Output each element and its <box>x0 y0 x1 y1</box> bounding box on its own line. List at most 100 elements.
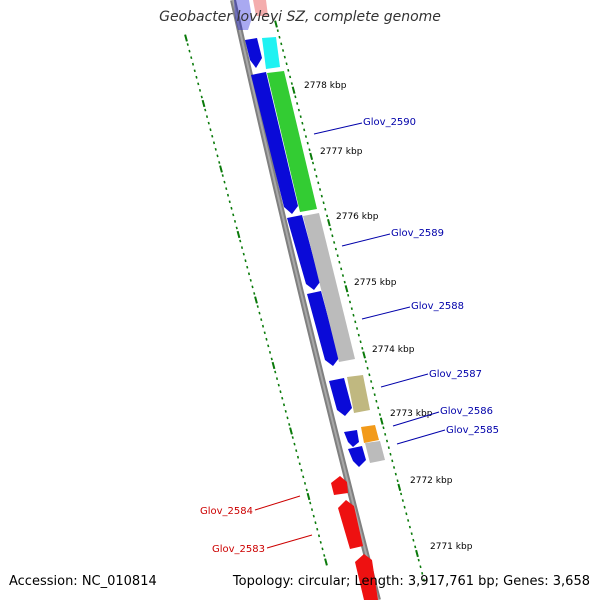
gene-arrow-top-blue[interactable] <box>234 0 252 30</box>
inner-scale-tick <box>207 121 210 125</box>
gene-arrow-5[interactable] <box>329 378 352 416</box>
outer-scale-tick <box>401 499 404 502</box>
outer-scale-tick <box>324 207 327 211</box>
inner-scale-tick <box>270 357 273 361</box>
gene-arrow-6[interactable] <box>344 430 359 447</box>
outer-scale-tick <box>362 351 366 359</box>
inner-scale-tick <box>295 449 298 453</box>
outer-scale-tick <box>370 380 373 383</box>
outer-scale-tick <box>290 82 293 85</box>
leader-line-glov-2589 <box>341 233 391 247</box>
outer-scale-tick <box>340 267 343 271</box>
inner-scale-tick <box>201 99 206 108</box>
leader-line-glov-2584 <box>254 495 301 511</box>
inner-scale-tick <box>275 377 279 380</box>
outer-scale-tick <box>285 62 288 66</box>
inner-scale-tick <box>200 95 203 99</box>
inner-scale-tick <box>293 442 296 446</box>
inner-scale-tick <box>233 220 237 223</box>
gene-arrow-2[interactable] <box>251 72 298 214</box>
gene-label-glov-2587[interactable]: Glov_2587 <box>429 369 482 380</box>
outer-scale-tick <box>311 161 315 165</box>
outer-scale-tick <box>309 152 314 161</box>
gene-arrow-bottom-red[interactable] <box>355 554 378 600</box>
feature-green <box>267 71 317 212</box>
outer-scale-tick <box>333 241 336 244</box>
leader-line-glov-2588 <box>361 306 411 320</box>
outer-scale-tick <box>397 483 402 491</box>
inner-scale-tick <box>286 416 289 420</box>
kbp-label-2774: 2774 kbp <box>372 345 415 355</box>
outer-scale-tick <box>417 558 420 562</box>
gene-label-glov-2586[interactable]: Glov_2586 <box>440 406 493 417</box>
gene-arrow-7[interactable] <box>348 446 366 467</box>
gene-arrow-3[interactable] <box>287 215 320 290</box>
outer-scale-tick <box>296 102 299 105</box>
outer-scale-tick <box>329 227 332 231</box>
outer-scale-tick <box>357 333 360 337</box>
gene-label-glov-2583[interactable]: Glov_2583 <box>212 544 265 555</box>
outer-scale-tick <box>297 108 300 112</box>
inner-scale-tick <box>302 475 305 479</box>
outer-scale-tick <box>405 512 408 516</box>
outer-scale-tick <box>331 234 334 238</box>
gene-arrow-glov-2584[interactable] <box>331 476 348 495</box>
outer-scale-tick <box>344 285 349 293</box>
outer-scale-tick <box>389 452 392 456</box>
outer-scale-tick <box>280 42 283 46</box>
outer-scale-tick <box>378 413 382 416</box>
kbp-label-2778: 2778 kbp <box>304 81 347 91</box>
inner-scale-tick <box>274 370 277 374</box>
gene-label-glov-2589[interactable]: Glov_2589 <box>391 228 444 239</box>
inner-tick-scale <box>184 34 328 566</box>
outer-scale-tick <box>338 260 341 264</box>
gene-label-glov-2588[interactable]: Glov_2588 <box>411 301 464 312</box>
gene-arrow-glov-2583[interactable] <box>338 500 363 549</box>
leader-line-glov-2585 <box>396 429 446 445</box>
inner-scale-tick <box>204 108 207 112</box>
genome-backbone-highlight <box>232 0 379 600</box>
inner-scale-tick <box>244 259 247 263</box>
outer-scale-tick <box>361 346 364 350</box>
outer-scale-tick <box>375 399 378 403</box>
outer-scale-tick <box>355 327 359 330</box>
outer-scale-tick <box>283 55 286 59</box>
gene-label-glov-2590[interactable]: Glov_2590 <box>363 117 416 128</box>
outer-scale-tick <box>299 115 302 119</box>
leader-line-glov-2583 <box>266 534 313 549</box>
inner-scale-tick <box>279 390 282 394</box>
feature-orange <box>361 425 379 443</box>
outer-scale-tick <box>352 313 355 317</box>
outer-scale-tick <box>422 578 426 582</box>
outer-scale-tick <box>412 538 415 542</box>
outer-scale-tick <box>308 148 311 152</box>
outer-scale-tick <box>320 194 323 198</box>
gene-arrow-4[interactable] <box>307 291 339 366</box>
inner-scale-tick <box>223 180 226 184</box>
outer-scale-tick <box>347 293 350 297</box>
outer-scale-tick <box>281 49 285 52</box>
inner-scale-tick <box>253 292 256 295</box>
inner-scale-tick <box>232 213 235 217</box>
outer-scale-tick <box>317 181 320 185</box>
inner-scale-tick <box>214 147 217 151</box>
leader-line-glov-2590 <box>313 122 363 135</box>
inner-scale-tick <box>324 558 328 566</box>
gene-arrow-1[interactable] <box>245 38 262 68</box>
outer-scale-tick <box>368 373 371 377</box>
inner-scale-tick <box>312 514 315 518</box>
outer-scale-tick <box>354 320 357 324</box>
outer-scale-tick <box>348 300 352 304</box>
inner-scale-tick <box>310 508 314 511</box>
outer-scale-tick <box>364 360 367 363</box>
outer-scale-tick <box>322 201 325 205</box>
gene-label-glov-2584[interactable]: Glov_2584 <box>200 506 253 517</box>
inner-scale-tick <box>303 482 307 485</box>
outer-scale-tick <box>392 466 396 469</box>
inner-scale-tick <box>263 331 266 335</box>
gene-label-glov-2585[interactable]: Glov_2585 <box>446 425 499 436</box>
inner-scale-tick <box>197 82 200 86</box>
inner-scale-tick <box>236 230 241 239</box>
inner-scale-tick <box>260 318 263 322</box>
